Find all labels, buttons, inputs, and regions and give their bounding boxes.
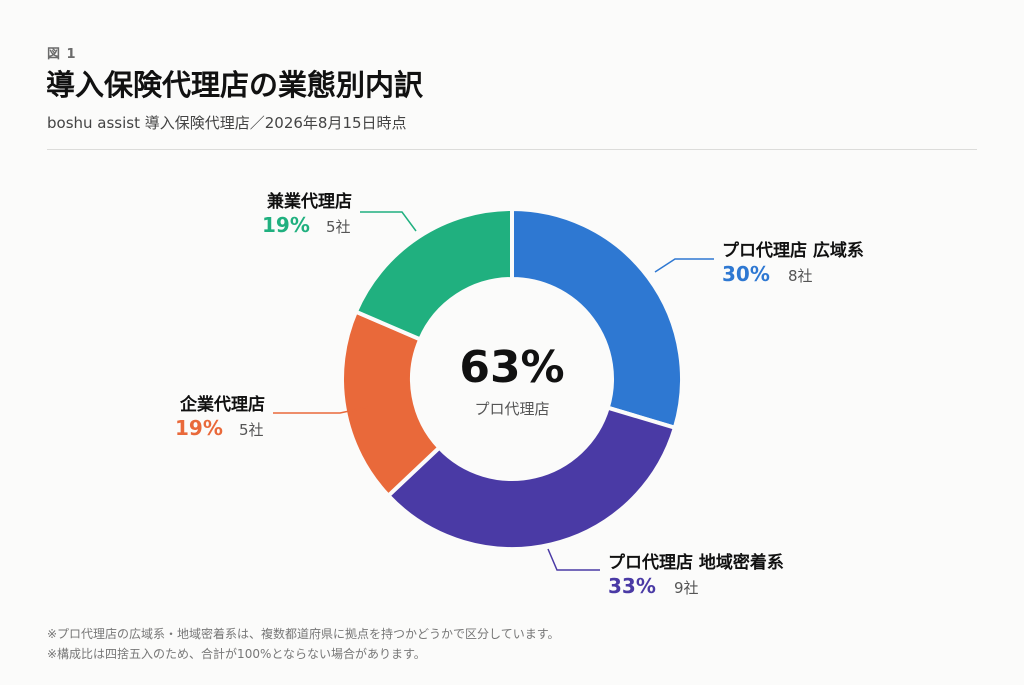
footnotes: ※プロ代理店の広域系・地域密着系は、複数都道府県に拠点を持つかどうかで区分してい…	[47, 624, 560, 664]
slice-percent-label: 30%	[722, 262, 770, 286]
leader-line	[547, 548, 600, 571]
slice-count-label: 9社	[674, 579, 699, 597]
slice-name-label: 兼業代理店	[267, 191, 352, 212]
figure-label: 図 1	[47, 47, 77, 62]
donut-slice	[385, 405, 678, 551]
footnote-1: ※プロ代理店の広域系・地域密着系は、複数都道府県に拠点を持つかどうかで区分してい…	[47, 627, 560, 641]
leader-line	[654, 258, 714, 273]
chart-subtitle: boshu assist 導入保険代理店／2026年8月15日時点	[47, 114, 407, 132]
slice-name-label: プロ代理店 地域密着系	[608, 552, 784, 573]
leader-line	[273, 406, 369, 414]
slice-count-label: 8社	[788, 267, 813, 285]
slice-percent-label: 19%	[175, 416, 223, 440]
center-label: プロ代理店	[474, 400, 549, 418]
slice-name-label: 企業代理店	[179, 394, 265, 415]
donut-slice	[340, 309, 443, 499]
donut-slices	[340, 206, 684, 551]
center-value: 63%	[459, 342, 564, 393]
slice-percent-label: 19%	[262, 213, 310, 237]
slice-count-label: 5社	[239, 421, 264, 439]
header-divider	[47, 149, 977, 150]
donut-slice	[510, 206, 684, 431]
footnote-2: ※構成比は四捨五入のため、合計が100%とならない場合があります。	[47, 647, 426, 661]
slice-count-label: 5社	[326, 218, 351, 236]
chart-title: 導入保険代理店の業態別内訳	[46, 68, 424, 102]
slice-name-label: プロ代理店 広域系	[722, 240, 864, 261]
slice-percent-label: 33%	[608, 574, 656, 598]
donut-slice	[353, 206, 514, 343]
leader-line	[360, 211, 417, 232]
